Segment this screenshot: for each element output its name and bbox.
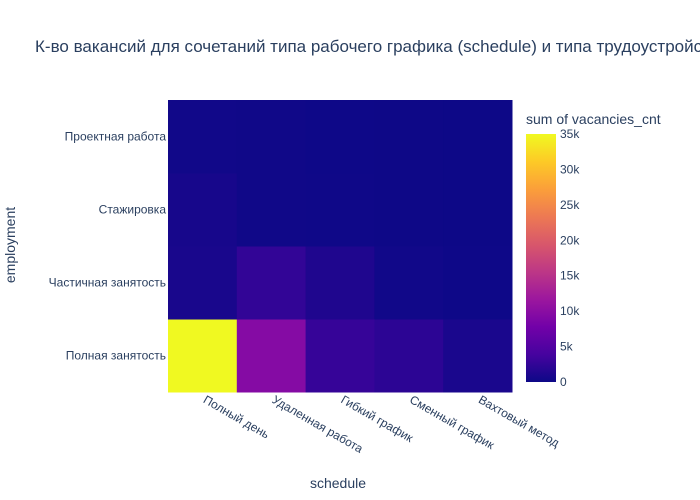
heatmap-cell: [236, 319, 307, 393]
heatmap-cell: [374, 246, 444, 320]
chart-title: К-во вакансий для сочетаний типа рабочег…: [35, 37, 700, 56]
heatmap-cell: [168, 100, 238, 174]
heatmap-cell: [236, 100, 307, 174]
heatmap-cell: [236, 173, 307, 247]
y-axis-label: employment: [2, 207, 18, 283]
colorbar-tick-label: 10k: [560, 304, 580, 318]
heatmap-cell: [305, 246, 375, 320]
y-tick-label: Частичная занятость: [49, 276, 166, 290]
y-axis-ticks: Полная занятость Частичная занятость Стажи…: [49, 130, 167, 363]
colorbar-tick-label: 35k: [560, 127, 580, 141]
colorbar: sum of vacancies_cnt 0 5k 10k 15k 20k 25k 30k 3…: [526, 111, 661, 389]
colorbar-tick-label: 30k: [560, 162, 580, 176]
heatmap-cell: [443, 319, 513, 393]
colorbar-title: sum of vacancies_cnt: [526, 111, 661, 127]
colorbar-gradient: [526, 134, 556, 382]
colorbar-tick-label: 15k: [560, 269, 580, 283]
heatmap-cell: [443, 246, 513, 320]
heatmap-cell: [374, 173, 444, 247]
x-tick-label: Полный день: [201, 392, 272, 441]
y-tick-label: Полная занятость: [66, 349, 166, 363]
heatmap-cell: [305, 319, 375, 393]
heatmap-cell: [305, 173, 375, 247]
y-tick-label: Стажировка: [99, 203, 167, 217]
colorbar-tick-label: 25k: [560, 198, 580, 212]
heatmap-cell: [374, 319, 444, 393]
colorbar-tick-label: 5k: [560, 340, 574, 354]
heatmap-cell: [374, 100, 444, 174]
heatmap-cell: [168, 246, 238, 320]
colorbar-tick-label: 20k: [560, 233, 580, 247]
x-axis-label: schedule: [310, 475, 366, 491]
y-tick-label: Проектная работа: [65, 130, 167, 144]
heatmap-cell: [443, 100, 513, 174]
heatmap-cell: [305, 100, 375, 174]
heatmap-cell: [168, 173, 238, 247]
heatmap-cell: [236, 246, 307, 320]
heatmap-cell: [443, 173, 513, 247]
colorbar-tick-label: 0: [560, 375, 567, 389]
colorbar-ticks: 0 5k 10k 15k 20k 25k 30k 35k: [560, 127, 580, 389]
heatmap-cells: [168, 100, 513, 393]
heatmap-cell: [168, 319, 238, 393]
